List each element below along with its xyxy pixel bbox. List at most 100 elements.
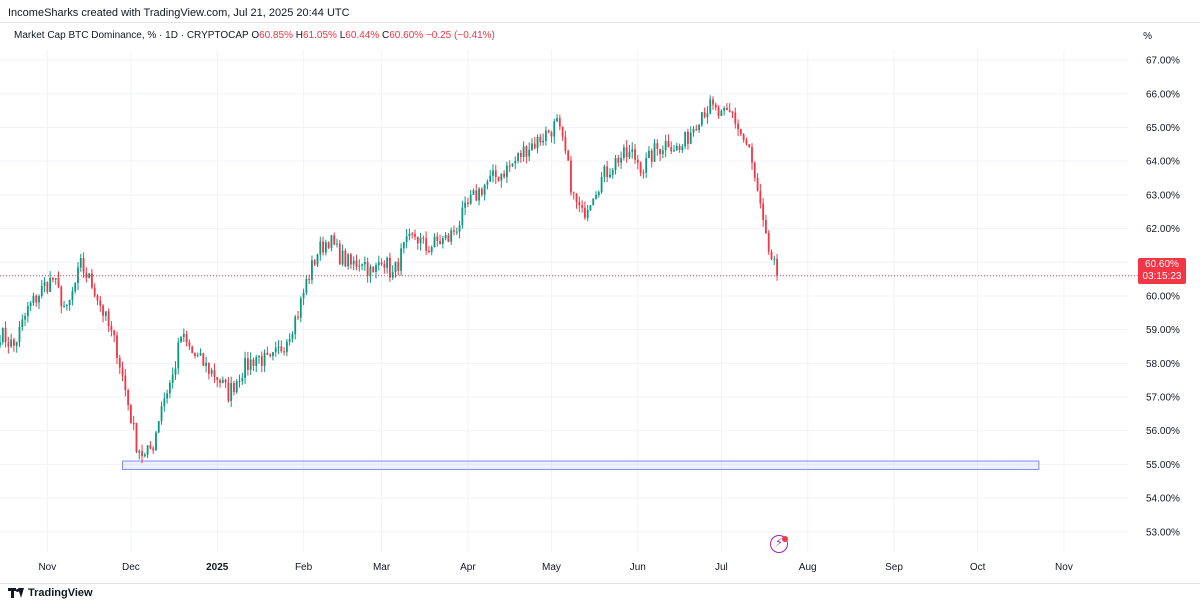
candle-body [753, 162, 756, 178]
candle-body [71, 291, 74, 300]
candle-body [500, 173, 503, 181]
candle-body [544, 130, 547, 141]
candle-body [182, 333, 185, 338]
candle-body [717, 107, 720, 117]
x-tick-label: Sep [885, 562, 903, 573]
candle-body [191, 346, 194, 353]
candle-body [43, 282, 46, 286]
candle-body [283, 351, 285, 353]
candle-body [52, 277, 54, 280]
candle-body [7, 342, 10, 347]
candle-body [258, 356, 260, 358]
candle-body [597, 192, 600, 195]
candle-body [550, 132, 553, 137]
candle-body [319, 241, 322, 255]
x-tick-label: Aug [799, 562, 817, 573]
candle-body [698, 124, 700, 130]
candle-body [233, 383, 235, 393]
candle-body [600, 176, 603, 193]
candle-body [141, 451, 143, 457]
candle-body [104, 311, 107, 316]
candle-body [514, 161, 517, 164]
last-price-tag: 60.60% 03:15:23 [1138, 258, 1186, 284]
low-value: 60.44% [345, 30, 380, 41]
candle-body [714, 104, 717, 108]
candle-body [728, 110, 731, 112]
candle-body [570, 160, 572, 193]
candle-body [177, 342, 180, 369]
candle-body [74, 283, 77, 292]
candle-body [38, 296, 40, 303]
candle-body [439, 240, 441, 244]
candle-body [210, 370, 213, 374]
candle-body [497, 177, 500, 181]
candle-body [32, 295, 35, 303]
grid [0, 50, 1128, 552]
candle-body [65, 304, 68, 306]
candle-body [0, 342, 1, 346]
open-key: O [251, 30, 260, 41]
candle-body [455, 231, 458, 233]
support-zone-box[interactable] [122, 460, 1040, 470]
candle-body [352, 260, 355, 265]
candle-body [358, 265, 361, 267]
candle-body [519, 153, 522, 157]
y-tick-label: 56.00% [1146, 426, 1180, 437]
bar-countdown: 03:15:23 [1142, 271, 1182, 282]
candle-body [751, 146, 753, 163]
x-tick-label: Oct [970, 562, 986, 573]
candle-body [96, 295, 99, 301]
candle-body [628, 151, 631, 158]
y-tick-label: 57.00% [1146, 393, 1180, 404]
candle-body [199, 353, 202, 356]
candle-body [525, 146, 528, 157]
candle-body [609, 174, 611, 177]
candlestick-chart[interactable]: 53.00% 54.00% 55.00% 56.00% 57.00% 58.00% 59.0… [0, 0, 1200, 583]
candle-body [202, 353, 205, 366]
candle-body [93, 287, 96, 296]
candle-body [285, 341, 288, 353]
x-tick-label: Jul [715, 562, 728, 573]
candle-body [1, 327, 4, 343]
candle-body [723, 107, 726, 111]
candle-body [386, 257, 389, 268]
candle-body [592, 198, 595, 206]
candle-body [313, 260, 316, 265]
candle-body [648, 150, 650, 159]
candle-body [436, 236, 439, 241]
candle-body [40, 285, 43, 297]
candle-body [634, 149, 636, 160]
candle-body [394, 261, 397, 273]
support-zone-layer[interactable] [122, 460, 1040, 470]
candle-body [15, 342, 18, 346]
candle-body [689, 132, 692, 144]
symbol-name[interactable]: Market Cap BTC Dominance, % · 1D · CRYPT… [14, 30, 249, 41]
candle-body [622, 147, 625, 158]
candle-body [280, 346, 283, 352]
candle-body [21, 319, 24, 327]
x-tick-label: 2025 [206, 562, 229, 573]
candle-body [606, 166, 609, 177]
candle-body [575, 193, 578, 202]
candle-body [603, 166, 606, 177]
candle-body [35, 295, 38, 303]
candle-body [522, 146, 525, 157]
candle-body [149, 445, 152, 449]
candle-body [742, 134, 745, 140]
price-axis[interactable]: 53.00% 54.00% 55.00% 56.00% 57.00% 58.00% 59.0… [1146, 56, 1180, 539]
candle-body [667, 141, 670, 148]
candle-body [433, 236, 436, 248]
lightning-icon[interactable]: ⚡ [770, 535, 788, 553]
candle-body [650, 150, 653, 162]
candle-body [311, 260, 313, 280]
candle-body [135, 423, 138, 453]
candle-body [333, 235, 336, 245]
tradingview-logo[interactable]: TradingView [8, 587, 93, 599]
candle-body [703, 112, 706, 118]
candle-body [756, 177, 759, 191]
candle-body [695, 129, 698, 131]
candle-body [344, 250, 347, 267]
symbol-legend[interactable]: Market Cap BTC Dominance, % · 1D · CRYPT… [14, 30, 495, 41]
candle-body [224, 379, 227, 383]
time-axis[interactable]: Nov Dec 2025 Feb Mar Apr May Jun Jul Aug Sep Oct Nov [38, 562, 1072, 573]
